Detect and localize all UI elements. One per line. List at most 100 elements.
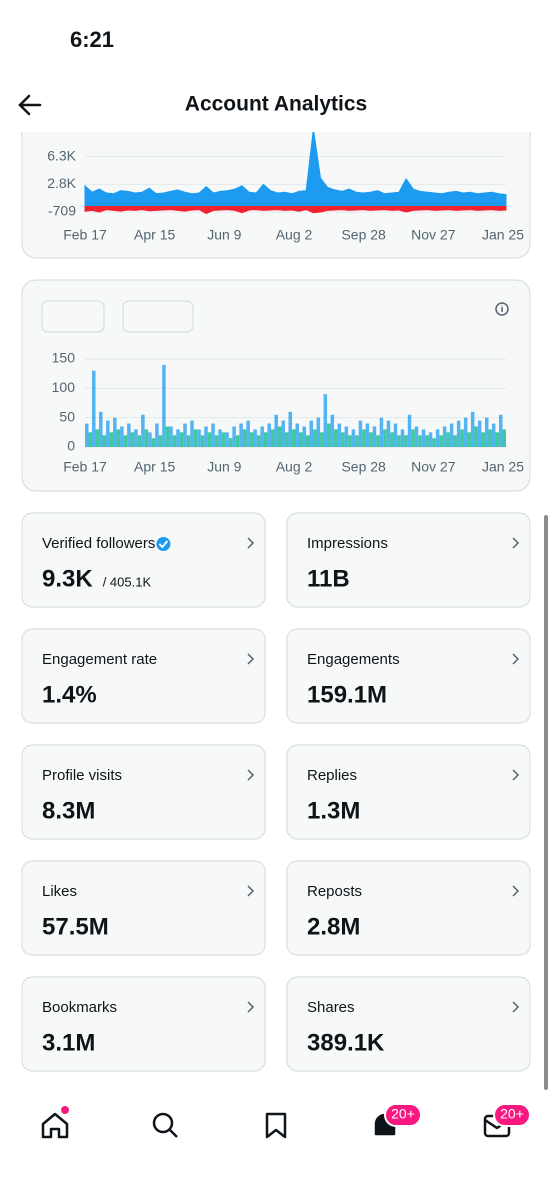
bar <box>127 423 131 447</box>
bar <box>186 435 191 447</box>
bar <box>106 420 110 447</box>
bar <box>327 423 331 447</box>
bar <box>418 435 422 447</box>
bar <box>477 420 482 447</box>
bar <box>404 435 408 447</box>
bar <box>358 420 363 447</box>
metric-card[interactable] <box>21 512 266 608</box>
metric-card[interactable] <box>21 744 266 840</box>
nav-home[interactable] <box>41 1112 69 1139</box>
bar <box>446 432 450 447</box>
bar <box>228 438 233 447</box>
bar <box>134 429 138 447</box>
bar <box>225 432 229 447</box>
bar <box>355 435 359 447</box>
bar <box>334 429 338 447</box>
legend-posts[interactable] <box>41 300 105 333</box>
x-tick-label: Apr 15 <box>134 227 175 243</box>
bar <box>256 435 261 447</box>
bar <box>341 432 345 447</box>
metric-card[interactable] <box>21 628 266 724</box>
metric-total: / 405.1K <box>103 574 152 589</box>
bar <box>428 432 433 447</box>
bar <box>291 429 296 447</box>
bar <box>95 429 100 447</box>
metric-value: 57.5M <box>42 913 109 940</box>
bar <box>151 438 156 447</box>
x-tick-label: Nov 27 <box>411 459 456 475</box>
bar <box>463 417 468 447</box>
metric-card[interactable] <box>286 976 531 1072</box>
bar <box>260 426 264 447</box>
bar <box>284 432 289 447</box>
bar <box>484 417 489 447</box>
metric-card[interactable] <box>286 860 531 956</box>
metric-card[interactable] <box>21 976 266 1072</box>
bar <box>221 432 226 447</box>
bar <box>414 426 419 447</box>
bar <box>92 370 96 447</box>
bar <box>281 420 285 447</box>
metric-label: Bookmarks <box>42 999 117 1016</box>
bar <box>432 438 436 447</box>
y-tick-label: 2.8K <box>47 175 76 191</box>
bar <box>85 423 89 447</box>
chevron <box>512 653 520 665</box>
bar <box>407 414 412 447</box>
chevron <box>247 769 255 781</box>
nav-search[interactable] <box>152 1112 174 1134</box>
metric-label: Profile visits <box>42 767 122 784</box>
metric-card[interactable] <box>286 512 531 608</box>
info-icon[interactable] <box>495 302 509 316</box>
bar <box>218 429 222 447</box>
bar <box>397 435 401 447</box>
bar <box>442 426 447 447</box>
metric-value: 9.3K <box>42 565 93 592</box>
nav-search-handle <box>169 1129 178 1138</box>
x-tick-label: Sep 28 <box>341 459 386 475</box>
metric-value: 8.3M <box>42 797 95 824</box>
metric-value: 1.4% <box>42 681 97 708</box>
y-tick-label: -709 <box>48 203 76 219</box>
metric-card[interactable] <box>286 744 531 840</box>
bar <box>88 432 93 447</box>
bar <box>376 435 380 447</box>
bar <box>470 411 475 447</box>
bar <box>137 435 142 447</box>
metric-card[interactable] <box>21 860 266 956</box>
bar <box>316 417 321 447</box>
metric-value: 159.1M <box>307 681 387 708</box>
bar <box>162 364 166 447</box>
home-dot <box>59 1104 71 1116</box>
metric-label: Shares <box>307 999 355 1016</box>
bar <box>456 420 461 447</box>
bar <box>299 432 303 447</box>
metric-value: 2.8M <box>307 913 360 940</box>
bar <box>141 414 145 447</box>
chevron <box>512 885 520 897</box>
x-tick-label: Apr 15 <box>134 459 175 475</box>
bar <box>120 426 124 447</box>
metric-value: 1.3M <box>307 797 360 824</box>
bar <box>109 432 114 447</box>
legend-replies[interactable] <box>122 300 194 333</box>
bar <box>365 423 370 447</box>
back-button[interactable] <box>18 94 42 116</box>
metric-card[interactable] <box>286 628 531 724</box>
nav-bookmarks[interactable] <box>265 1112 287 1139</box>
bar <box>204 426 208 447</box>
x-tick-label: Feb 17 <box>63 227 107 243</box>
bar <box>309 420 314 447</box>
bar <box>386 420 391 447</box>
bar <box>155 423 159 447</box>
bar <box>193 429 198 447</box>
bar <box>351 429 356 447</box>
chevron <box>512 537 520 549</box>
chevron <box>512 769 520 781</box>
status-time: 6:21 <box>70 27 114 52</box>
bar <box>498 414 503 447</box>
bar <box>165 426 170 447</box>
x-tick-label: Aug 2 <box>276 459 313 475</box>
bar <box>295 423 300 447</box>
